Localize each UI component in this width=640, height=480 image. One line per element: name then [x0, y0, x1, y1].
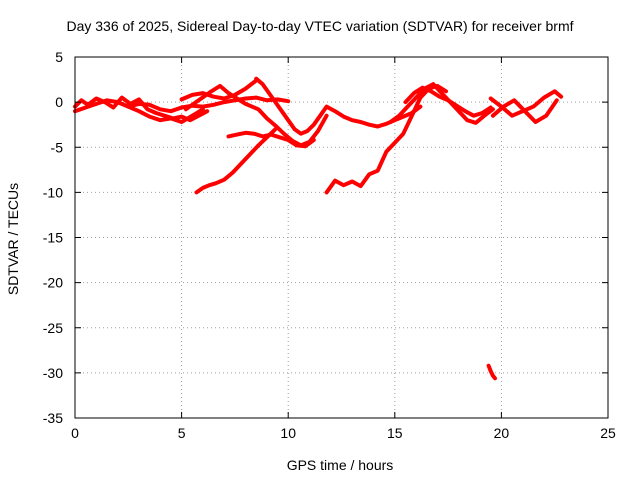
grid-layer	[75, 57, 608, 418]
series-arc-13	[490, 98, 559, 124]
x-tick-label: 10	[280, 425, 296, 441]
chart-title: Day 336 of 2025, Sidereal Day-to-day VTE…	[66, 18, 574, 34]
x-tick-label: 20	[494, 425, 510, 441]
x-tick-label: 5	[178, 425, 186, 441]
series-arc-8	[226, 130, 316, 149]
series-arc-7	[194, 127, 278, 195]
tick-layer: 0 5 10 15 20 25 5 0 -5 -10 -15 -20 -25 -30 -35	[43, 49, 616, 441]
y-tick-label: -20	[43, 275, 63, 291]
y-tick-label: -25	[43, 320, 63, 336]
y-tick-label: -5	[51, 139, 64, 155]
y-tick-label: -30	[43, 365, 63, 381]
series-arc-2	[73, 98, 205, 124]
series-layer	[73, 76, 564, 381]
series-arc-3	[126, 95, 291, 114]
series-arc-4	[179, 78, 259, 102]
y-tick-label: -10	[43, 184, 63, 200]
x-axis-label: GPS time / hours	[287, 457, 394, 473]
x-tick-label: 25	[600, 425, 616, 441]
series-arc-14	[486, 363, 497, 381]
series-arc-6	[254, 76, 423, 136]
series-arc-10	[388, 82, 495, 125]
y-tick-label: 0	[55, 94, 63, 110]
x-tick-label: 0	[71, 425, 79, 441]
y-tick-label: -35	[43, 410, 63, 426]
series-arc-5	[183, 83, 329, 148]
series-arc-1	[73, 95, 210, 123]
y-tick-label: -15	[43, 230, 63, 246]
y-axis-label: SDTVAR / TECUs	[5, 183, 21, 295]
y-tick-label: 5	[55, 49, 63, 65]
series-arc-11	[403, 85, 493, 118]
series-arc-9	[324, 83, 448, 195]
x-tick-label: 15	[387, 425, 403, 441]
